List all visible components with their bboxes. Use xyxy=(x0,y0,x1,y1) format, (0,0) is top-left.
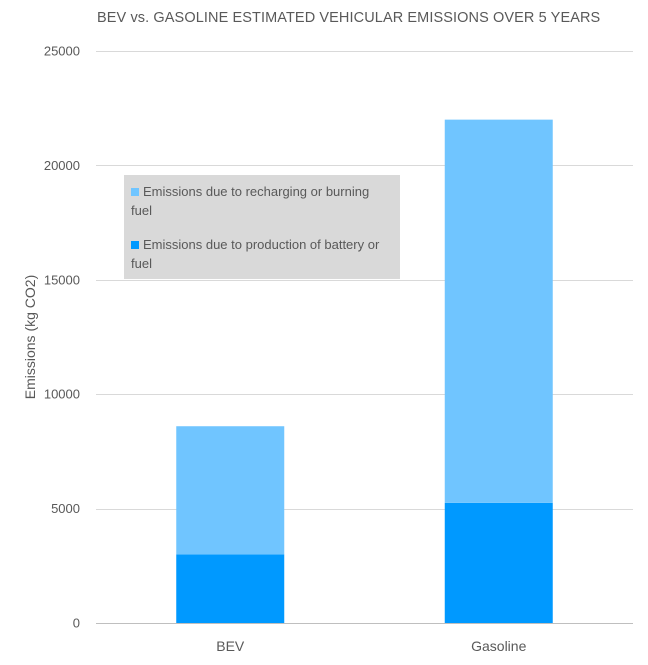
bar-bev-segment-1 xyxy=(176,426,285,555)
y-tick-label: 25000 xyxy=(44,44,80,59)
y-axis-title: Emissions (kg CO2) xyxy=(22,275,38,399)
legend-swatch xyxy=(131,241,139,249)
legend-item: Emissions due to production of battery o… xyxy=(131,235,393,273)
y-tick-label: 10000 xyxy=(44,387,80,402)
chart-title: BEV vs. GASOLINE ESTIMATED VEHICULAR EMI… xyxy=(97,10,601,26)
legend: Emissions due to recharging or burning f… xyxy=(124,175,400,279)
x-tick-labels: BEV Gasoline xyxy=(216,638,526,654)
y-tick-label: 20000 xyxy=(44,158,80,173)
bar-gasoline-segment-0 xyxy=(444,502,553,623)
legend-item: Emissions due to recharging or burning f… xyxy=(131,182,393,220)
x-tick-label: BEV xyxy=(216,638,245,654)
y-tick-label: 15000 xyxy=(44,272,80,287)
bar-group xyxy=(176,119,553,623)
y-tick-label: 5000 xyxy=(51,501,80,516)
legend-swatch xyxy=(131,188,139,196)
y-tick-labels: 0 5000 10000 15000 20000 25000 xyxy=(44,44,80,631)
bar-gasoline-segment-1 xyxy=(444,119,553,503)
y-tick-label: 0 xyxy=(73,616,80,631)
legend-label: Emissions due to production of battery o… xyxy=(131,237,380,271)
bar-bev-segment-0 xyxy=(176,554,285,623)
x-tick-label: Gasoline xyxy=(471,638,526,654)
legend-label: Emissions due to recharging or burning f… xyxy=(131,184,370,218)
